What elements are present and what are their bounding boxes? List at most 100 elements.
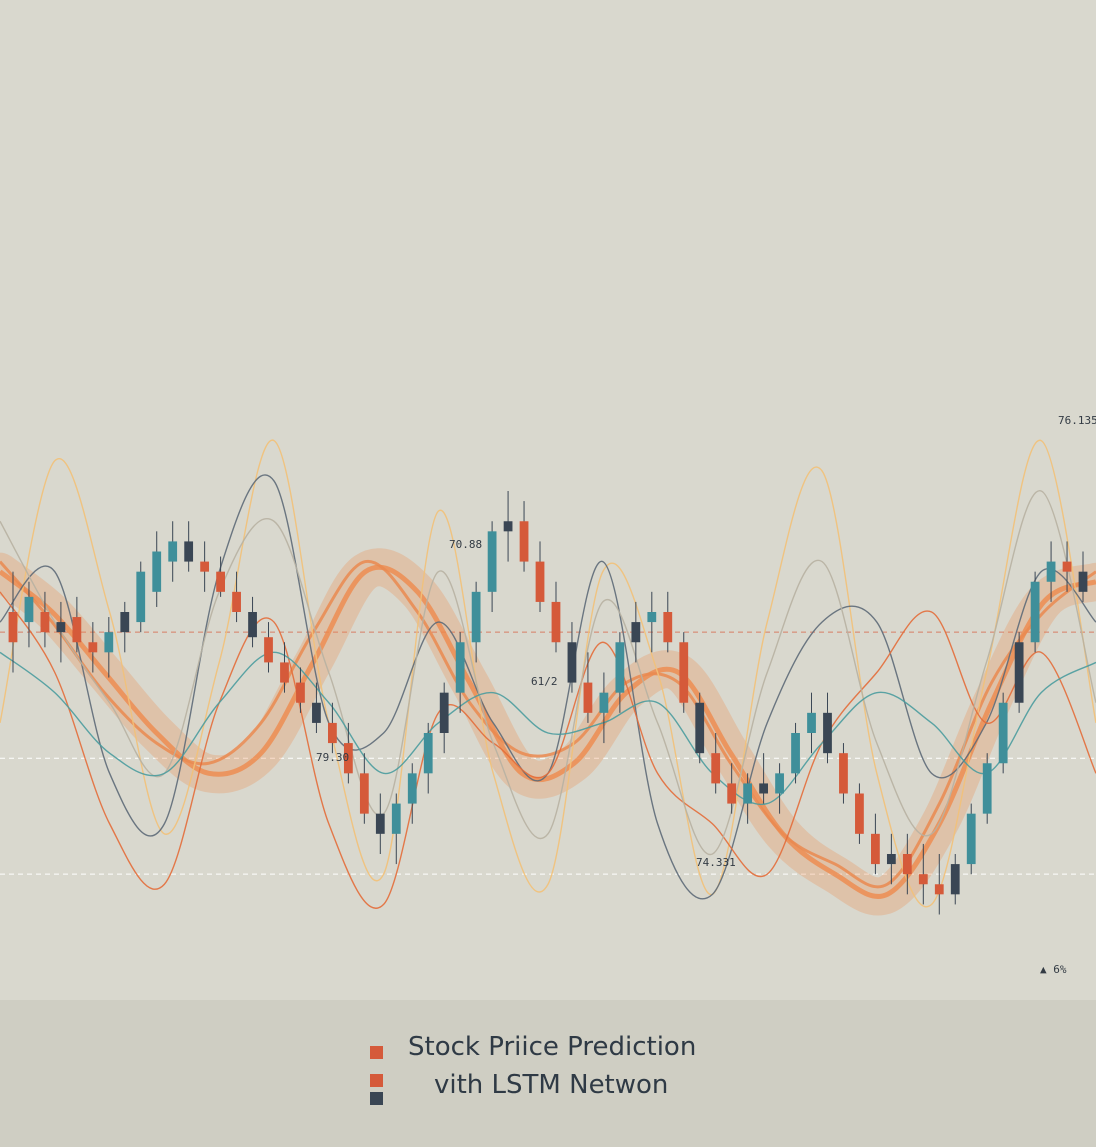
candle	[535, 541, 545, 612]
candle	[200, 541, 210, 592]
legend-marker-3	[370, 1092, 383, 1105]
oscillator-line-6	[0, 490, 1096, 855]
candle	[455, 632, 465, 713]
candle-body	[775, 773, 784, 794]
annotations: 76.135 70.88 79.30 61/2 74.331 ▲ 6%	[316, 414, 1096, 976]
candle-body	[423, 733, 433, 774]
candle-body	[407, 773, 417, 804]
candle	[823, 692, 832, 764]
candle-body	[232, 591, 241, 612]
candle	[184, 521, 194, 572]
candle	[1062, 541, 1072, 592]
candle-body	[839, 753, 848, 794]
candle-body	[1014, 642, 1024, 703]
candle-body	[998, 702, 1008, 764]
chart-title-line-1: Stock Priice Prediction	[408, 1032, 697, 1062]
candle	[72, 596, 82, 653]
candle	[647, 591, 657, 653]
candle-body	[902, 854, 912, 875]
candle	[679, 632, 689, 713]
candle	[248, 596, 257, 648]
candle-body	[455, 642, 465, 693]
candle-body	[519, 521, 529, 562]
candle-body	[567, 642, 577, 683]
candle	[902, 833, 912, 895]
chart-title-line-2: vith LSTM Netwon	[434, 1070, 669, 1100]
candle	[359, 753, 369, 824]
candle-body	[88, 642, 98, 653]
candle	[104, 617, 114, 678]
candle	[487, 521, 497, 612]
chart-area: 76.135 70.88 79.30 61/2 74.331 ▲ 6%	[0, 414, 1096, 976]
lstm-prediction-band	[0, 548, 1096, 916]
candle	[1014, 632, 1024, 713]
candle-body	[8, 612, 18, 643]
candle	[423, 722, 433, 794]
candle	[503, 491, 513, 562]
candle	[375, 793, 385, 854]
candle-body	[886, 854, 896, 865]
candle-body	[503, 521, 513, 532]
candle-body	[966, 813, 976, 865]
candle-body	[391, 803, 401, 834]
candle-body	[1078, 571, 1088, 592]
legend-marker-2	[370, 1074, 383, 1087]
candle-body	[791, 733, 800, 774]
candle-body	[184, 541, 194, 562]
candle	[312, 682, 321, 733]
candle	[807, 692, 816, 754]
candle-body	[471, 591, 481, 643]
candle-body	[1030, 581, 1040, 643]
candle	[583, 652, 593, 723]
candle-body	[136, 571, 146, 623]
candle	[264, 622, 273, 673]
candle-body	[1062, 561, 1072, 572]
candle	[775, 763, 784, 814]
candle	[759, 753, 768, 804]
candle	[567, 622, 577, 693]
candle	[982, 753, 992, 824]
candle	[88, 622, 98, 673]
candle-body	[583, 682, 593, 713]
annotation-label: 70.88	[449, 538, 482, 551]
candle	[40, 591, 50, 648]
candle-body	[695, 702, 705, 754]
candle-body	[599, 692, 609, 713]
candle-body	[40, 612, 50, 633]
candle-body	[487, 531, 497, 592]
candle-body	[200, 561, 210, 572]
candle-body	[72, 617, 82, 643]
oscillator-line-7	[0, 651, 1096, 806]
candle-body	[934, 884, 944, 895]
annotation-label: ▲ 6%	[1040, 963, 1067, 976]
candle-body	[918, 874, 928, 885]
candle	[615, 632, 625, 713]
candle-body	[711, 753, 721, 784]
candle	[886, 833, 896, 885]
candle	[471, 581, 481, 663]
candle-body	[679, 642, 689, 703]
candle-body	[248, 612, 257, 638]
candle-body	[807, 712, 816, 733]
annotation-label: 74.331	[696, 856, 736, 869]
candle-body	[647, 612, 657, 623]
candle	[599, 672, 609, 744]
annotation-label: 79.30	[316, 751, 349, 764]
candle	[439, 682, 449, 754]
candle-body	[663, 612, 673, 643]
candle	[551, 581, 561, 653]
candle-body	[439, 692, 449, 733]
candle	[280, 642, 289, 693]
candle	[791, 722, 800, 784]
candle-body	[855, 793, 864, 834]
candle	[839, 743, 848, 804]
candle-body	[56, 622, 66, 633]
candle-body	[551, 601, 561, 643]
candle-body	[264, 637, 273, 663]
candle-body	[216, 571, 225, 592]
candle	[950, 854, 960, 905]
candle-body	[168, 541, 178, 562]
candle-body	[280, 662, 289, 683]
candle	[152, 531, 162, 607]
candle-body	[982, 763, 992, 814]
